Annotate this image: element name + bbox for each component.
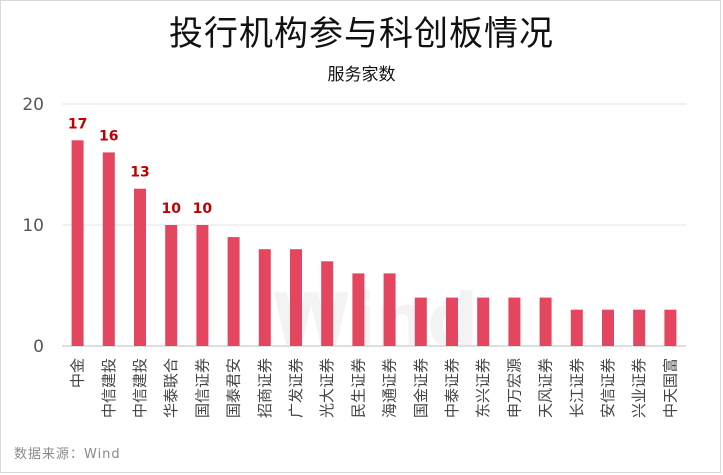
category-label: 广发证券 [287, 358, 305, 418]
category-label: 华泰联合 [162, 358, 180, 418]
category-label: 安信证券 [599, 358, 617, 418]
bar [633, 309, 646, 346]
category-label: 招商证券 [256, 358, 274, 418]
data-label: 13 [130, 165, 149, 181]
y-tick-label: 0 [33, 337, 44, 357]
bar [477, 297, 490, 346]
bar [290, 249, 302, 346]
category-label: 光大证券 [318, 358, 336, 418]
bar [383, 273, 396, 346]
data-source-note: 数据来源：Wind [14, 447, 121, 462]
bar [570, 309, 583, 346]
watermark: Wind [272, 278, 479, 362]
y-tick-label: 10 [22, 216, 44, 236]
bar [196, 225, 209, 346]
category-label: 中信建投 [100, 358, 118, 418]
category-label: 国信证券 [193, 358, 211, 418]
chart-subtitle: 服务家数 [327, 65, 396, 85]
category-label: 中信建投 [131, 358, 149, 418]
category-label: 中金 [69, 358, 87, 388]
bar [321, 261, 334, 346]
bar [134, 188, 146, 346]
bar [352, 273, 365, 346]
category-label: 兴业证券 [630, 358, 648, 418]
data-label: 10 [193, 201, 213, 217]
category-label: 中天国富 [661, 358, 679, 418]
category-label: 中泰证券 [443, 358, 461, 418]
category-label: 东兴证券 [474, 358, 492, 418]
bar [539, 297, 552, 346]
y-tick-label: 20 [22, 95, 44, 115]
bar [165, 225, 178, 346]
category-label: 海通证券 [381, 358, 399, 418]
category-label: 国金证券 [412, 358, 430, 418]
data-label: 10 [161, 201, 181, 217]
bar [446, 297, 458, 346]
bar [602, 309, 614, 346]
bar [227, 237, 240, 346]
category-label: 民生证券 [349, 358, 367, 418]
bar [102, 152, 115, 346]
bar [508, 297, 521, 346]
bar [258, 249, 271, 346]
category-label: 国泰君安 [225, 358, 243, 418]
data-label: 17 [68, 116, 87, 132]
category-label: 申万宏源 [505, 358, 523, 418]
chart-title: 投行机构参与科创板情况 [169, 14, 554, 54]
bar [664, 309, 677, 346]
category-label: 天风证券 [537, 358, 555, 418]
category-label: 长江证券 [568, 358, 586, 418]
data-label: 16 [99, 128, 118, 144]
bar [71, 140, 84, 346]
bar [414, 297, 427, 346]
